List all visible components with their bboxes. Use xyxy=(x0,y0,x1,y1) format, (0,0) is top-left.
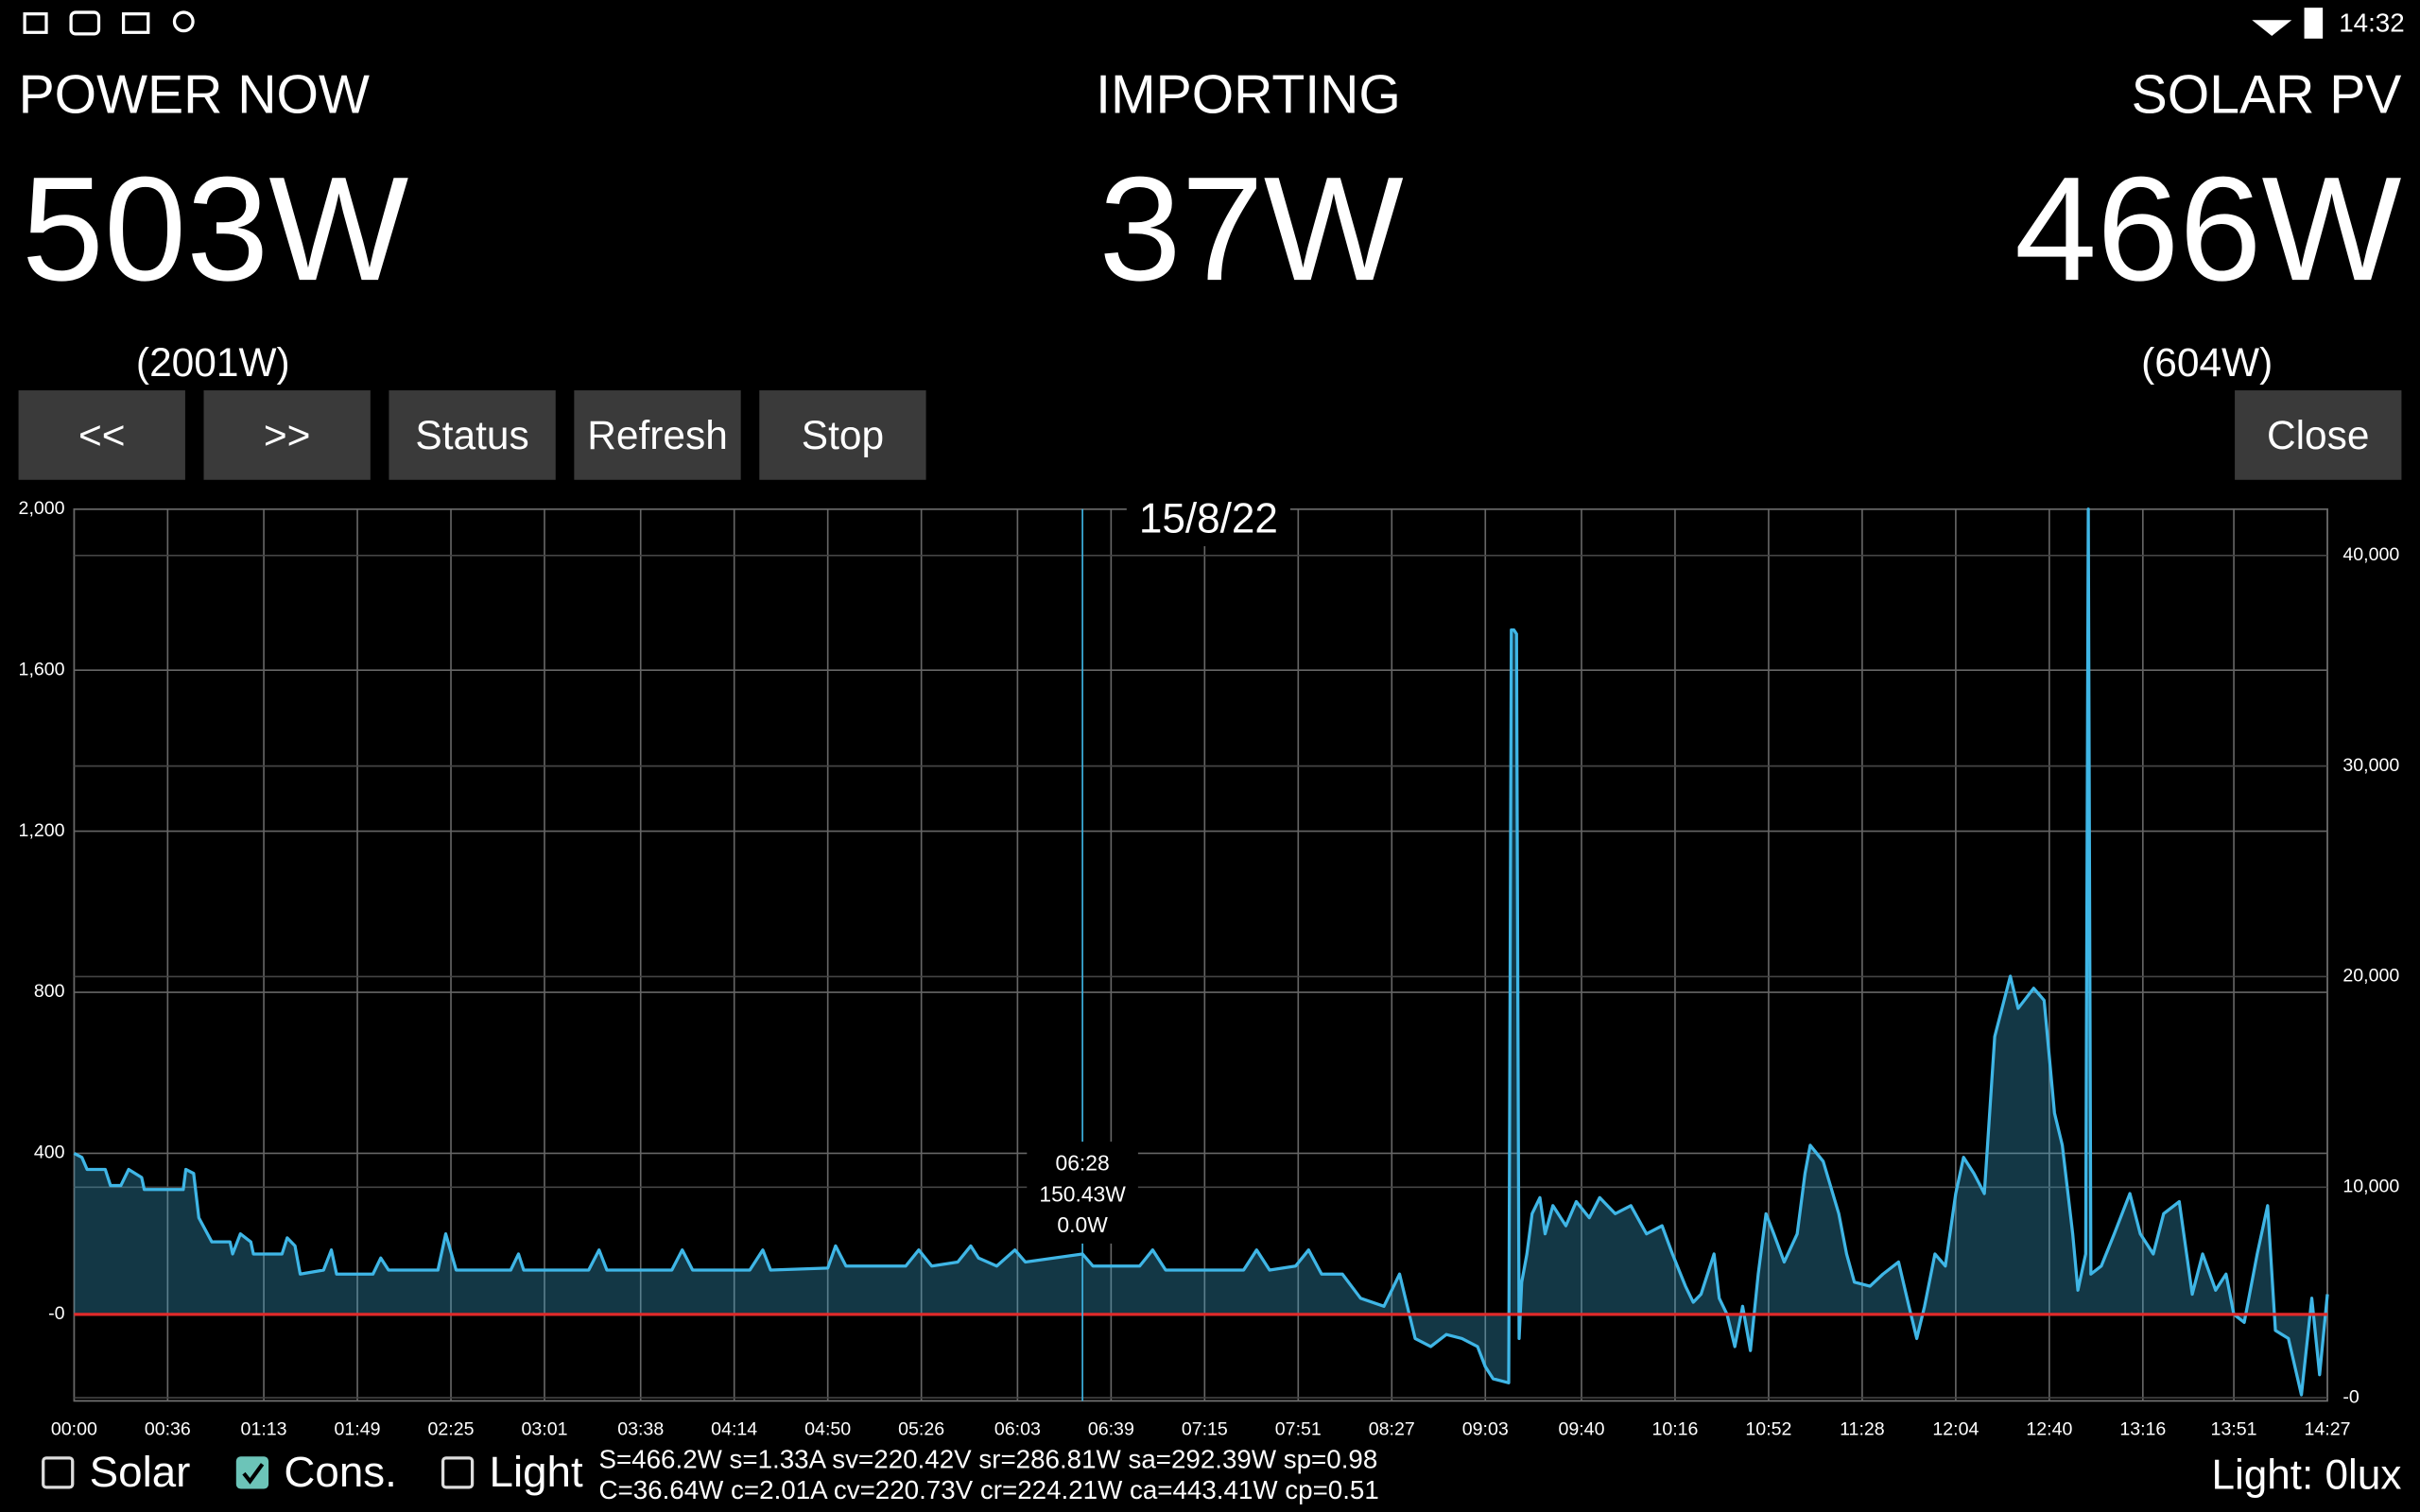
x-tick-label: 10:16 xyxy=(1651,1419,1698,1440)
button[interactable]: << xyxy=(18,390,185,480)
tooltip-value: 0.0W xyxy=(1057,1212,1108,1237)
y-tick-label: 400 xyxy=(34,1143,65,1163)
x-tick-label: 02:25 xyxy=(428,1419,475,1440)
header-label: SOLAR PV xyxy=(2132,65,2402,126)
y2-tick-label: 20,000 xyxy=(2342,966,2399,987)
button-bg[interactable] xyxy=(203,390,371,480)
x-tick-label: 10:52 xyxy=(1745,1419,1791,1440)
tooltip-bg xyxy=(1027,1142,1138,1244)
x-tick-label: 04:14 xyxy=(711,1419,757,1440)
button-bg[interactable] xyxy=(759,390,926,480)
x-tick-label: 14:27 xyxy=(2305,1419,2351,1440)
x-tick-label: 00:36 xyxy=(145,1419,191,1440)
button-bg[interactable] xyxy=(2235,390,2402,480)
x-tick-label: 04:50 xyxy=(804,1419,851,1440)
y-tick-label: 2,000 xyxy=(19,498,65,519)
x-tick-label: 06:03 xyxy=(994,1419,1041,1440)
line xyxy=(73,507,2329,1397)
x-tick-label: 07:15 xyxy=(1182,1419,1228,1440)
checkbox-box[interactable] xyxy=(235,1456,269,1489)
header-peak: (2001W) xyxy=(136,340,290,385)
checkbox-box[interactable] xyxy=(42,1456,75,1489)
x-tick-label: 12:04 xyxy=(1932,1419,1979,1440)
x-tick-label: 11:28 xyxy=(1840,1419,1885,1440)
x-tick-label: 09:40 xyxy=(1558,1419,1604,1440)
y-tick-label: 1,600 xyxy=(19,659,65,679)
y2-tick-label: 10,000 xyxy=(2342,1176,2399,1196)
button-bg[interactable] xyxy=(574,390,741,480)
header-value: 37W xyxy=(1098,146,1403,312)
button[interactable]: >> xyxy=(203,390,371,480)
x-tick-label: 06:39 xyxy=(1088,1419,1134,1440)
button[interactable]: Stop xyxy=(759,390,926,480)
x-tick-label: 01:49 xyxy=(335,1419,381,1440)
checkbox-tick[interactable] xyxy=(242,1463,265,1485)
tooltip-value: 150.43W xyxy=(1039,1181,1126,1206)
y-tick-label: -0 xyxy=(48,1303,65,1324)
stats-line: C=36.64W c=2.01A cv=220.73V cr=224.21W c… xyxy=(598,1475,1378,1504)
button[interactable]: Refresh xyxy=(574,390,741,480)
x-tick-label: 07:51 xyxy=(1275,1419,1322,1440)
header-peak: (604W) xyxy=(2141,340,2273,385)
tooltip-time: 06:28 xyxy=(1056,1151,1110,1176)
checkbox[interactable]: Light xyxy=(441,1448,583,1496)
button-label[interactable]: Stop xyxy=(802,413,884,457)
title-bg xyxy=(1126,496,1290,546)
button[interactable]: Close xyxy=(2235,390,2402,480)
button-label[interactable]: Close xyxy=(2267,413,2370,457)
button-label[interactable]: >> xyxy=(264,413,311,457)
area xyxy=(74,508,2328,1396)
x-tick-label: 12:40 xyxy=(2026,1419,2072,1440)
stats-line: S=466.2W s=1.33A sv=220.42V sr=286.81W s… xyxy=(598,1444,1377,1473)
checkbox-label[interactable]: Cons. xyxy=(284,1448,396,1496)
checkbox[interactable]: Cons. xyxy=(235,1448,397,1496)
checkbox-box[interactable] xyxy=(441,1456,475,1489)
header-value: 503W xyxy=(22,146,408,312)
x-tick-label: 03:38 xyxy=(617,1419,664,1440)
y2-tick-label: 30,000 xyxy=(2342,755,2399,776)
y-tick-label: 800 xyxy=(34,981,65,1002)
x-tick-label: 03:01 xyxy=(521,1419,567,1440)
x-tick-label: 08:27 xyxy=(1369,1419,1415,1440)
button-bg[interactable] xyxy=(18,390,185,480)
button-label[interactable]: << xyxy=(78,413,126,457)
light-reading: Light: 0lux xyxy=(2211,1452,2401,1499)
x-tick-label: 13:16 xyxy=(2119,1419,2166,1440)
y-tick-label: 1,200 xyxy=(19,820,65,841)
button-label[interactable]: Status xyxy=(415,413,528,457)
x-tick-label: 01:13 xyxy=(241,1419,287,1440)
x-tick-label: 13:51 xyxy=(2211,1419,2257,1440)
y2-tick-label: 40,000 xyxy=(2342,544,2399,565)
y2-tick-label: -0 xyxy=(2342,1386,2360,1407)
checkbox[interactable]: Solar xyxy=(42,1448,191,1496)
chart-title: 15/8/22 xyxy=(1139,495,1278,541)
header-label: IMPORTING xyxy=(1096,65,1401,126)
button-bg[interactable] xyxy=(389,390,556,480)
header-value: 466W xyxy=(2014,146,2401,312)
button-label[interactable]: Refresh xyxy=(587,413,728,457)
status-icons xyxy=(23,8,2324,39)
x-tick-label: 05:26 xyxy=(898,1419,944,1440)
x-tick-label: 00:00 xyxy=(51,1419,97,1440)
header-label: POWER NOW xyxy=(19,65,370,126)
button[interactable]: Status xyxy=(389,390,556,480)
checkbox-label[interactable]: Light xyxy=(490,1448,583,1496)
clock: 14:32 xyxy=(2339,8,2404,37)
checkbox-label[interactable]: Solar xyxy=(90,1448,191,1496)
x-tick-label: 09:03 xyxy=(1462,1419,1509,1440)
